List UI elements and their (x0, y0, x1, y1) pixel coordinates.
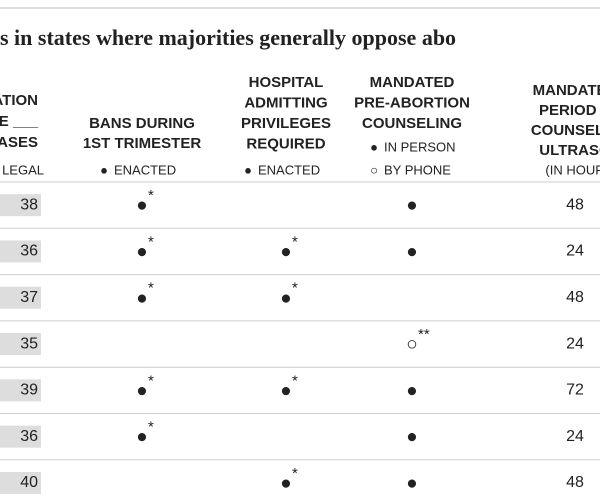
share-highlight (0, 194, 41, 217)
hospital-note: * (292, 280, 298, 297)
share-value: 38 (20, 196, 38, 213)
share-value: 36 (20, 428, 38, 445)
legend-label: (IN HOUR (545, 162, 600, 177)
legend-symbol: ● (244, 162, 252, 177)
ban-note: * (148, 233, 154, 250)
legend-label: BY PHONE (384, 162, 451, 177)
share-highlight (0, 286, 41, 309)
column-header: HOSPITAL (249, 74, 324, 91)
ban-mark: ● (136, 241, 147, 262)
hospital-note: * (292, 465, 298, 482)
legend-label: IN PERSON (384, 139, 456, 154)
ban-note: * (148, 280, 154, 297)
ban-note: * (148, 372, 154, 389)
column-header: 1ST TRIMESTER (83, 135, 202, 152)
column-header: ULTRASO (539, 142, 600, 159)
column-header: MANDATED (370, 74, 455, 91)
share-highlight (0, 240, 41, 263)
counseling-mark: ● (406, 473, 417, 494)
hospital-note: * (292, 233, 298, 250)
legend-symbol: ○ (370, 162, 378, 177)
ban-note: * (148, 419, 154, 436)
ban-mark: ● (136, 195, 147, 216)
share-value: 37 (20, 289, 38, 306)
column-header: PERIOD A (539, 102, 600, 119)
period-value: 48 (566, 289, 584, 306)
share-highlight (0, 471, 41, 494)
title: s in states where majorities generally o… (0, 25, 456, 50)
share-value: 35 (20, 335, 38, 352)
column-header: MANDATED (533, 82, 600, 99)
counseling-mark: ● (406, 195, 417, 216)
period-value: 48 (566, 474, 584, 491)
counseling-mark: ● (406, 380, 417, 401)
legend-label: ENACTED (114, 162, 176, 177)
column-header: ASES (0, 134, 38, 151)
counseling-mark: ● (406, 427, 417, 448)
hospital-note: * (292, 372, 298, 389)
ban-mark: ● (136, 380, 147, 401)
share-highlight (0, 425, 41, 448)
period-value: 48 (566, 196, 584, 213)
column-header: BANS DURING (89, 115, 195, 132)
share-value: 40 (20, 474, 38, 491)
counseling-mark: ○ (406, 334, 417, 355)
column-header: PRIVILEGES (241, 115, 331, 132)
period-value: 24 (566, 335, 584, 352)
column-header: COUNSELING (362, 115, 462, 132)
counseling-note: ** (418, 326, 430, 343)
legend-symbol: ● (100, 162, 108, 177)
counseling-mark: ● (406, 241, 417, 262)
column-header: ADMITTING (244, 94, 327, 111)
share-highlight (0, 333, 41, 356)
ban-mark: ● (136, 427, 147, 448)
hospital-mark: ● (280, 473, 291, 494)
legend-label: ENACTED (258, 162, 320, 177)
ban-note: * (148, 187, 154, 204)
period-value: 72 (566, 382, 584, 399)
legend-label: LEGAL (2, 162, 44, 177)
hospital-mark: ● (280, 241, 291, 262)
hospital-mark: ● (280, 288, 291, 309)
period-value: 24 (566, 428, 584, 445)
column-header: REQUIRED (246, 135, 325, 152)
hospital-mark: ● (280, 380, 291, 401)
share-highlight (0, 379, 41, 402)
column-header: E ___ (0, 113, 39, 130)
legend-symbol: ● (370, 139, 378, 154)
share-value: 39 (20, 382, 38, 399)
ban-mark: ● (136, 288, 147, 309)
column-header: ATION (0, 92, 38, 109)
period-value: 24 (566, 243, 584, 260)
column-header: COUNSELIN (531, 122, 600, 139)
share-value: 36 (20, 243, 38, 260)
column-header: PRE-ABORTION (354, 94, 470, 111)
